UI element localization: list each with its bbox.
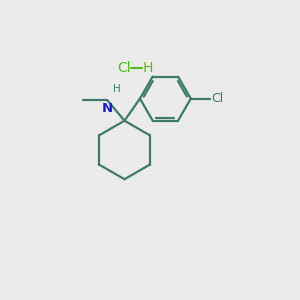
Text: Cl: Cl [211, 92, 223, 105]
Text: N: N [102, 102, 113, 116]
Text: H: H [113, 84, 121, 94]
Text: Cl: Cl [118, 61, 131, 75]
Text: H: H [143, 61, 153, 75]
